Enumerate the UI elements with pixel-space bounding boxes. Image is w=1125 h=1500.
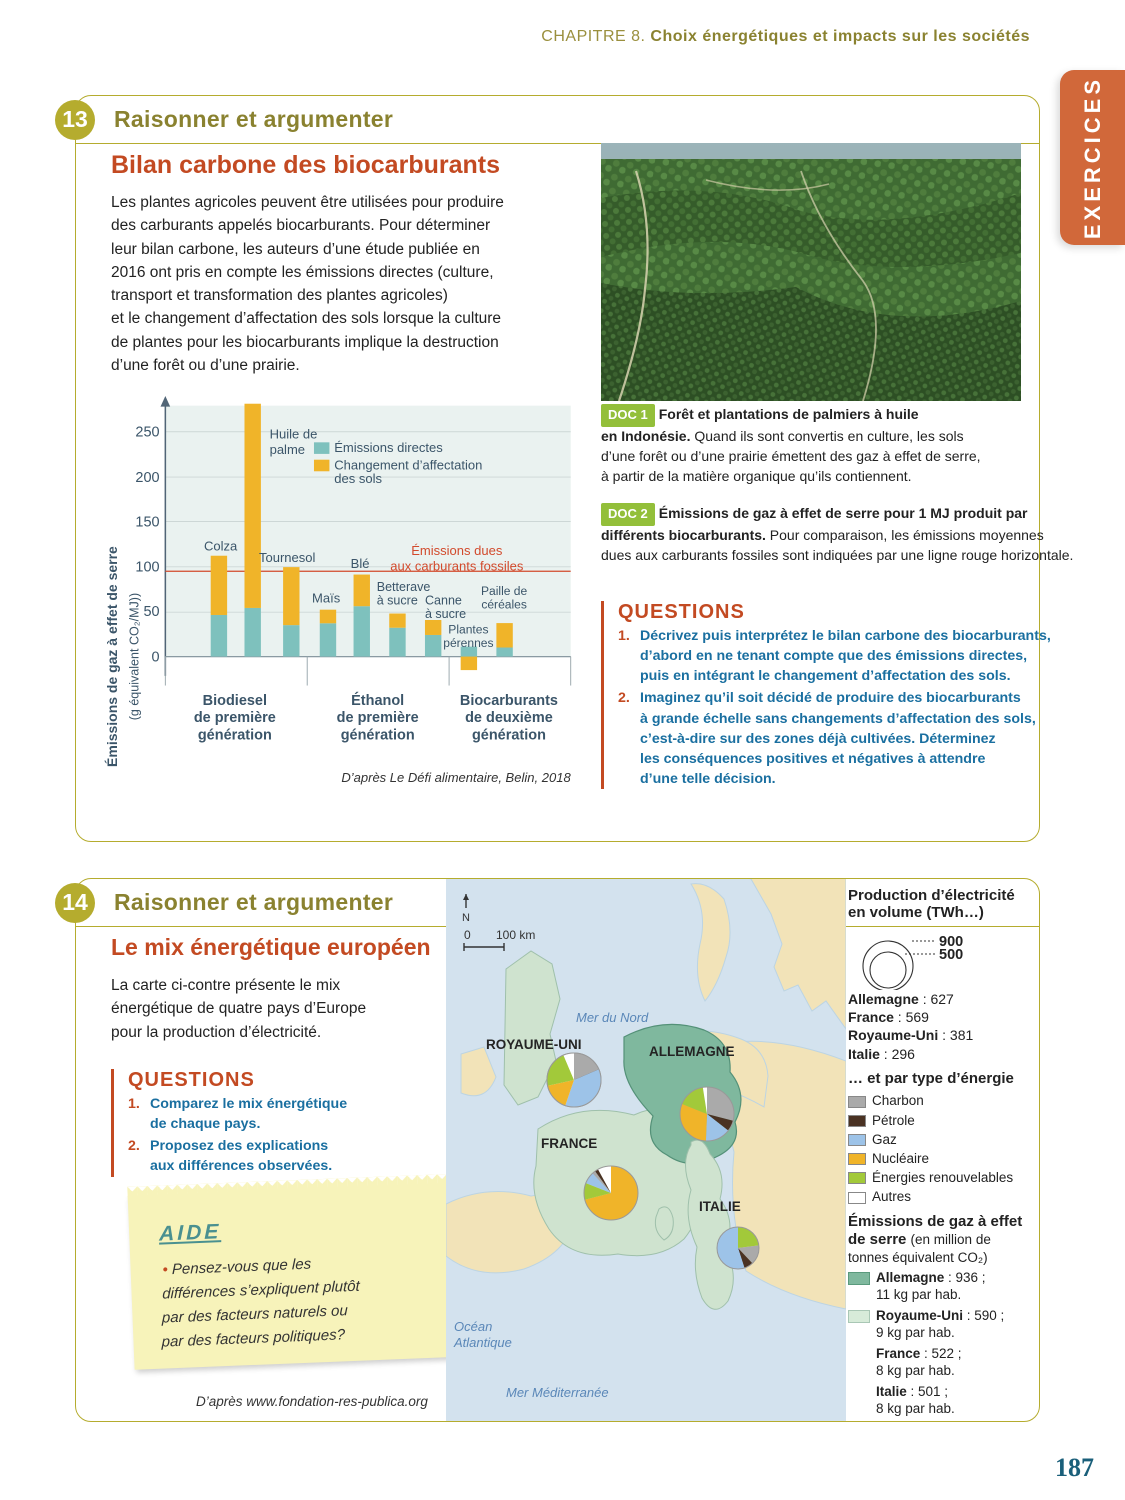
- svg-text:Émissions directes: Émissions directes: [334, 440, 443, 455]
- svg-text:500: 500: [939, 947, 963, 963]
- svg-text:pérennes: pérennes: [443, 636, 493, 650]
- svg-text:ITALIE: ITALIE: [699, 1199, 741, 1214]
- svg-text:50: 50: [143, 604, 159, 620]
- svg-text:Paille de: Paille de: [481, 584, 528, 598]
- svg-text:Éthanol: Éthanol: [351, 692, 404, 709]
- svg-text:céréales: céréales: [481, 597, 527, 611]
- svg-text:N: N: [462, 912, 470, 924]
- svg-text:à sucre: à sucre: [377, 593, 418, 607]
- svg-text:Tournesol: Tournesol: [259, 550, 316, 565]
- svg-text:Betterave: Betterave: [377, 580, 431, 594]
- svg-text:Biodiesel: Biodiesel: [203, 693, 267, 709]
- svg-text:Huile de: Huile de: [270, 426, 318, 441]
- svg-text:des sols: des sols: [334, 471, 382, 486]
- svg-text:100 km: 100 km: [496, 928, 535, 942]
- svg-text:150: 150: [135, 514, 159, 530]
- svg-text:250: 250: [135, 425, 159, 441]
- svg-text:D’après Le Défi alimentaire, B: D’après Le Défi alimentaire, Belin, 2018: [341, 770, 571, 785]
- svg-text:à sucre: à sucre: [425, 607, 466, 621]
- svg-text:génération: génération: [472, 728, 546, 744]
- svg-text:palme: palme: [270, 442, 305, 457]
- svg-text:ROYAUME-UNI: ROYAUME-UNI: [486, 1037, 582, 1052]
- svg-text:FRANCE: FRANCE: [541, 1136, 597, 1151]
- svg-text:ALLEMAGNE: ALLEMAGNE: [649, 1044, 735, 1059]
- svg-text:(g équivalent CO₂/MJ)): (g équivalent CO₂/MJ)): [127, 593, 141, 720]
- svg-text:Mer Méditerranée: Mer Méditerranée: [506, 1385, 609, 1400]
- svg-text:Canne: Canne: [425, 593, 462, 607]
- svg-text:Colza: Colza: [204, 538, 238, 553]
- svg-text:200: 200: [135, 470, 159, 486]
- svg-text:0: 0: [152, 649, 160, 665]
- svg-text:génération: génération: [198, 728, 272, 744]
- svg-text:de deuxième: de deuxième: [465, 710, 553, 726]
- svg-text:Mer du Nord: Mer du Nord: [576, 1010, 649, 1025]
- svg-text:de première: de première: [194, 710, 276, 726]
- svg-text:Émissions de gaz à effet de se: Émissions de gaz à effet de serre: [104, 546, 120, 767]
- svg-text:génération: génération: [341, 728, 415, 744]
- svg-text:Émissions dues: Émissions dues: [411, 543, 503, 558]
- svg-text:Atlantique: Atlantique: [453, 1335, 512, 1350]
- svg-text:aux carburants fossiles: aux carburants fossiles: [390, 559, 524, 574]
- svg-text:de première: de première: [337, 710, 419, 726]
- svg-text:Blé: Blé: [351, 556, 370, 571]
- svg-text:Maïs: Maïs: [312, 591, 341, 606]
- svg-text:100: 100: [135, 560, 159, 576]
- svg-text:Biocarburants: Biocarburants: [460, 693, 558, 709]
- svg-text:Océan: Océan: [454, 1319, 492, 1334]
- svg-text:0: 0: [464, 928, 471, 942]
- svg-text:Plantes: Plantes: [448, 622, 488, 636]
